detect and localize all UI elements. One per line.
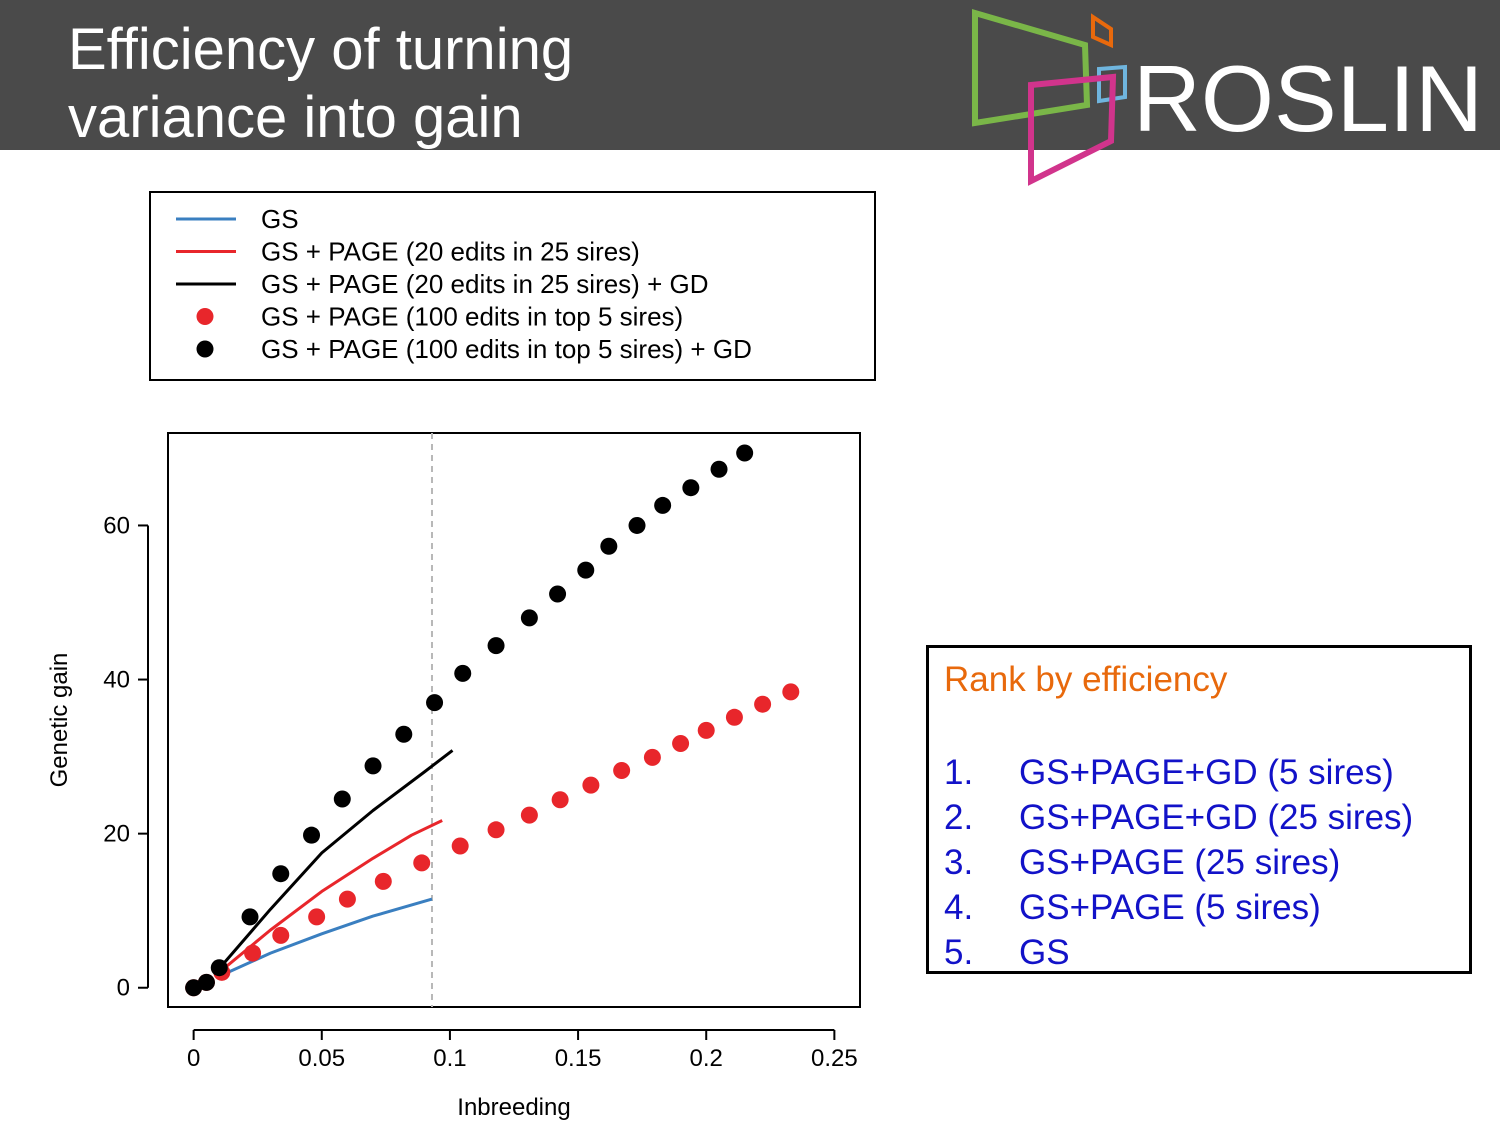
data-point-series-4 [710, 460, 728, 478]
series-line-2 [218, 749, 454, 970]
rank-text: GS+PAGE (5 sires) [1019, 888, 1321, 927]
logo-pink-frame [1028, 73, 1117, 186]
rank-number: 1. [944, 753, 974, 792]
y-tick-label: 20 [103, 821, 130, 848]
data-point-series-4 [487, 637, 505, 655]
legend-label: GS + PAGE (20 edits in 25 sires) + GD [261, 269, 708, 299]
slide-title-line-1: Efficiency of turning [68, 17, 574, 82]
data-point-series-4 [628, 516, 646, 534]
rank-item: 2. GS+PAGE+GD (25 sires) [944, 795, 1413, 840]
legend-box [149, 191, 876, 381]
title-bar: Efficiency of turning variance into gain [0, 0, 1500, 150]
data-point-series-4 [333, 790, 351, 808]
data-point-series-4 [210, 959, 228, 977]
data-point-series-3 [374, 872, 392, 890]
x-tick-label: 0 [187, 1045, 200, 1072]
x-tick-label: 0.05 [298, 1045, 345, 1072]
rank-text: GS [1019, 933, 1070, 972]
series-line-1 [218, 819, 443, 974]
rank-text: GS+PAGE+GD (25 sires) [1019, 798, 1414, 837]
data-point-series-4 [454, 664, 472, 682]
rank-item: 4. GS+PAGE (5 sires) [944, 885, 1413, 930]
rank-item: 1. GS+PAGE+GD (5 sires) [944, 750, 1413, 795]
slide-title: Efficiency of turning variance into gain [68, 16, 573, 152]
plot-frame [167, 432, 861, 1008]
data-point-series-3 [487, 821, 505, 839]
y-axis-label: Genetic gain [46, 653, 73, 788]
legend-label: GS + PAGE (100 edits in top 5 sires) [261, 302, 683, 332]
data-point-series-4 [577, 561, 595, 579]
rank-text: GS+PAGE (25 sires) [1019, 843, 1341, 882]
data-point-series-4 [736, 444, 754, 462]
legend-label: GS + PAGE (100 edits in top 5 sires) + G… [261, 334, 752, 364]
data-point-series-4 [185, 979, 203, 997]
data-point-series-4 [364, 757, 382, 775]
rank-text: GS+PAGE+GD (5 sires) [1019, 753, 1394, 792]
legend-swatch-dot [196, 340, 214, 358]
data-point-series-3 [725, 708, 743, 726]
data-point-series-4 [600, 537, 618, 555]
legend-label: GS + PAGE (20 edits in 25 sires) [261, 237, 640, 267]
x-tick-label: 0.2 [690, 1045, 723, 1072]
data-point-series-3 [782, 683, 800, 701]
rank-item: 3. GS+PAGE (25 sires) [944, 840, 1413, 885]
data-point-series-3 [672, 734, 690, 752]
rank-item: 5. GS [944, 930, 1413, 975]
slide-title-line-2: variance into gain [68, 85, 523, 150]
y-tick-label: 0 [117, 975, 130, 1002]
logo-blue-frame [1097, 64, 1127, 104]
legend-swatch-dot [196, 308, 214, 325]
rank-number: 5. [944, 933, 974, 972]
logo-text: ROSLIN [1133, 46, 1483, 151]
data-point-series-3 [272, 926, 290, 944]
data-point-series-3 [613, 761, 631, 779]
rank-number: 2. [944, 798, 974, 837]
data-point-series-3 [520, 806, 538, 824]
data-point-series-3 [244, 944, 262, 962]
data-point-series-3 [308, 908, 326, 926]
data-point-series-3 [643, 748, 661, 766]
axes: 0 0.05 0.1 0.15 0.2 0.25 0 20 40 60 [103, 512, 857, 1072]
rank-panel: Rank by efficiency 1. GS+PAGE+GD (5 sires… [926, 645, 1472, 974]
logo-green-frame [972, 9, 1091, 127]
data-point-series-4 [520, 609, 538, 627]
legend-label: GS [261, 204, 299, 234]
roslin-logo: ROSLIN [972, 9, 1483, 186]
data-point-series-4 [241, 908, 259, 926]
data-point-series-3 [551, 791, 569, 809]
data-point-series-4 [395, 725, 413, 743]
data-point-series-3 [451, 837, 469, 855]
y-tick-label: 60 [103, 512, 130, 539]
data-point-series-4 [197, 973, 215, 991]
data-point-series-4 [303, 826, 321, 844]
x-axis-label: Inbreeding [457, 1094, 570, 1121]
data-point-series-3 [697, 721, 715, 739]
series-dots [185, 444, 800, 997]
rank-number: 4. [944, 888, 974, 927]
data-point-series-4 [654, 496, 672, 514]
rank-heading: Rank by efficiency [944, 660, 1228, 699]
y-tick-label: 40 [103, 667, 130, 694]
x-tick-label: 0.25 [811, 1045, 858, 1072]
data-point-series-3 [582, 776, 600, 794]
data-point-series-4 [272, 865, 290, 883]
rank-number: 3. [944, 843, 974, 882]
x-tick-label: 0.1 [433, 1045, 466, 1072]
data-point-series-3 [413, 854, 431, 872]
data-point-series-3 [338, 890, 356, 908]
x-tick-label: 0.15 [555, 1045, 602, 1072]
data-point-series-3 [754, 695, 772, 713]
data-point-series-4 [426, 694, 444, 712]
data-point-series-4 [549, 585, 567, 603]
data-point-series-4 [682, 479, 700, 497]
logo-orange-frame [1091, 13, 1113, 49]
rank-list: 1. GS+PAGE+GD (5 sires) 2. GS+PAGE+GD (25 … [944, 750, 1413, 975]
